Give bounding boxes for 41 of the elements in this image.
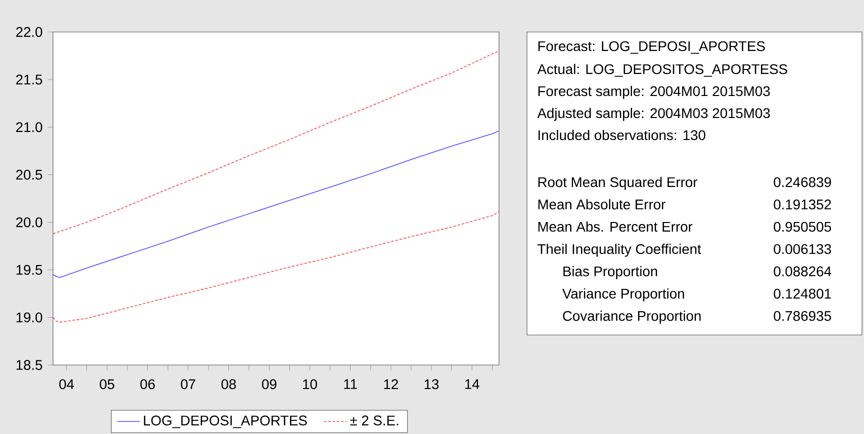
text: 0.786935 — [774, 311, 832, 321]
legend-label: ± 2 S.E. — [350, 416, 398, 426]
x-tick-label: 14 — [465, 379, 480, 389]
x-tick-label: 13 — [424, 379, 439, 390]
y-tick-label: 20.5 — [16, 170, 42, 180]
text: Forecast sample: 2004M01 2015M03 — [538, 86, 770, 99]
text: Actual: LOG_DEPOSITOS_APORTESS — [537, 64, 788, 77]
text: Included observations: 130 — [538, 130, 706, 140]
text: 0.124801 — [774, 288, 831, 299]
x-tick-label: 09 — [262, 379, 276, 390]
text: Mean Abs. Percent Error — [538, 221, 692, 232]
x-tick-label: 05 — [100, 379, 114, 390]
y-tick-label: 22.0 — [16, 27, 42, 37]
y-tick-label: 20.0 — [16, 217, 42, 228]
text: Covariance Proportion — [562, 310, 701, 324]
x-tick-label: 07 — [180, 379, 196, 390]
text: Adjusted sample: 2004M03 2015M03 — [537, 108, 770, 121]
text: 0.088264 — [774, 266, 832, 276]
text: Theil Inequality Coefficient — [538, 244, 702, 257]
text: 0.191352 — [774, 200, 831, 210]
y-tick-label: 19.0 — [16, 312, 42, 322]
text: Bias Proportion — [563, 266, 658, 280]
y-tick-label: 18.5 — [16, 360, 42, 370]
x-tick-label: 08 — [221, 379, 236, 390]
text: Forecast: LOG_DEPOSI_APORTES — [538, 41, 765, 54]
text: Mean Absolute Error — [538, 199, 666, 210]
x-tick-label: 12 — [384, 379, 398, 390]
line-series — [53, 50, 500, 234]
y-tick-label: 21.5 — [16, 74, 42, 85]
text: 0.246839 — [774, 177, 831, 188]
x-tick-label: 06 — [140, 379, 155, 390]
x-tick-label: 11 — [344, 379, 357, 389]
text: 0.950505 — [774, 222, 832, 232]
y-tick-label: 21.0 — [16, 122, 42, 132]
legend-label: LOG_DEPOSI_APORTES — [144, 416, 307, 428]
text: 0.006133 — [774, 244, 832, 254]
text: Root Mean Squared Error — [538, 176, 698, 190]
text: Variance Proportion — [562, 288, 684, 302]
x-tick-label: 04 — [59, 379, 74, 390]
y-tick-label: 19.5 — [16, 264, 42, 275]
x-tick-label: 10 — [303, 379, 318, 390]
